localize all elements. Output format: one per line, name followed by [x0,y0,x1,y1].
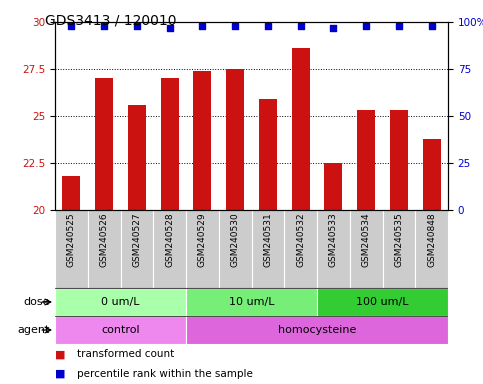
Bar [415,210,448,288]
Text: 100 um/L: 100 um/L [356,297,409,307]
Text: ■: ■ [55,349,66,359]
Point [199,23,206,29]
Text: ■: ■ [55,369,66,379]
Point [362,23,370,29]
Text: control: control [101,325,140,335]
Text: transformed count: transformed count [77,349,174,359]
Text: GSM240528: GSM240528 [165,212,174,267]
Text: GSM240535: GSM240535 [395,212,403,267]
Bar [55,210,88,288]
Bar [350,210,383,288]
Text: GSM240530: GSM240530 [230,212,240,267]
Point [166,25,173,31]
Text: GSM240532: GSM240532 [296,212,305,267]
Point [264,23,272,29]
Bar [95,78,113,210]
Bar [423,139,440,210]
Bar [186,210,219,288]
Bar [317,288,448,316]
Point [297,23,304,29]
Bar [161,78,179,210]
Text: percentile rank within the sample: percentile rank within the sample [77,369,253,379]
Bar [317,210,350,288]
Bar [186,288,317,316]
Bar [390,110,408,210]
Bar [120,210,153,288]
Bar [284,210,317,288]
Point [133,23,141,29]
Text: dose: dose [24,297,50,307]
Point [395,23,403,29]
Text: GSM240848: GSM240848 [427,212,436,267]
Bar [153,210,186,288]
Bar [186,316,448,344]
Bar [128,105,146,210]
Bar [252,210,284,288]
Text: agent: agent [17,325,50,335]
Bar [219,210,252,288]
Text: GSM240533: GSM240533 [329,212,338,267]
Text: GDS3413 / 120010: GDS3413 / 120010 [45,14,176,28]
Point [100,23,108,29]
Bar [357,110,375,210]
Point [231,23,239,29]
Bar [325,163,342,210]
Text: GSM240527: GSM240527 [132,212,142,267]
Text: homocysteine: homocysteine [278,325,356,335]
Bar [62,176,80,210]
Bar [383,210,415,288]
Bar [259,99,277,210]
Text: GSM240534: GSM240534 [362,212,370,267]
Point [329,25,337,31]
Text: GSM240529: GSM240529 [198,212,207,267]
Bar [292,48,310,210]
Text: 10 um/L: 10 um/L [229,297,274,307]
Text: GSM240526: GSM240526 [99,212,109,267]
Bar [88,210,120,288]
Point [428,23,436,29]
Text: GSM240525: GSM240525 [67,212,76,267]
Point [68,23,75,29]
Bar [226,69,244,210]
Text: 0 um/L: 0 um/L [101,297,140,307]
Bar [55,316,186,344]
Bar [55,288,186,316]
Text: GSM240531: GSM240531 [263,212,272,267]
Bar [193,71,212,210]
